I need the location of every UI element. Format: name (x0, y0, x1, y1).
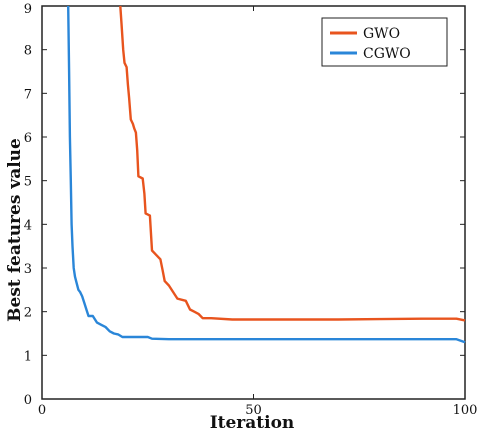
x-tick-label: 100 (453, 403, 478, 418)
series-line-cgwo (67, 5, 466, 344)
series-line-gwo (119, 5, 466, 322)
legend: GWO CGWO (321, 17, 448, 67)
y-tick-label: 8 (24, 44, 32, 59)
y-tick-label: 2 (24, 306, 32, 321)
y-tick-label: 0 (24, 393, 32, 408)
x-ticks: 0 50 100 (38, 6, 478, 418)
y-tick-label: 9 (24, 2, 32, 17)
series-layer (67, 5, 466, 344)
y-ticks: 0 1 2 3 4 5 6 7 8 9 (24, 2, 465, 408)
legend-label-cgwo: CGWO (363, 46, 411, 62)
y-tick-label: 7 (24, 87, 32, 102)
x-axis-title: Iteration (210, 413, 295, 433)
y-tick-label: 4 (24, 218, 32, 233)
y-tick-label: 1 (24, 349, 32, 364)
x-tick-label: 0 (38, 403, 46, 418)
x-tick-label: 50 (245, 403, 262, 418)
legend-label-gwo: GWO (363, 26, 400, 42)
y-tick-label: 6 (24, 131, 32, 146)
y-tick-label: 5 (24, 175, 32, 190)
legend-box (321, 17, 448, 67)
y-axis-title: Best features value (5, 138, 25, 322)
y-tick-label: 3 (24, 262, 32, 277)
